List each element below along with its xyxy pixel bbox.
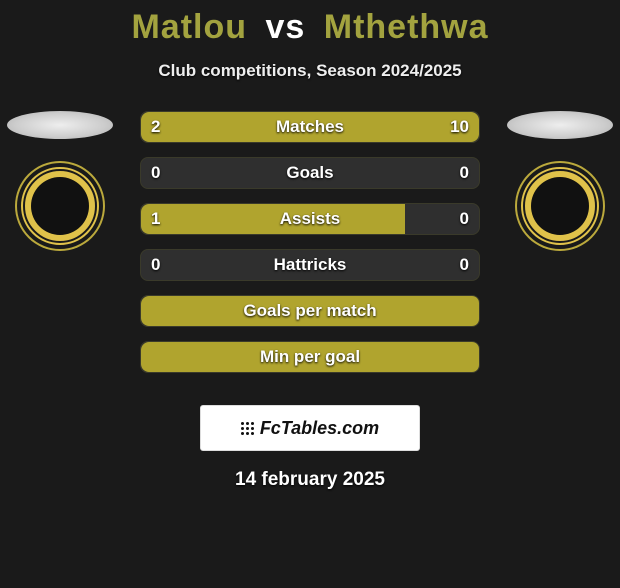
stat-label: Goals <box>141 163 479 183</box>
player1-club-logo <box>17 163 103 249</box>
stat-bar: 00Goals <box>140 157 480 189</box>
stats-stage: 210Matches 00Goals 10Assists 00Hattricks Goa… <box>0 111 620 401</box>
stat-bar: 00Hattricks <box>140 249 480 281</box>
snapshot-date: 14 february 2025 <box>0 469 620 491</box>
brand-badge: FcTables.com <box>200 405 420 451</box>
player2-club-logo <box>517 163 603 249</box>
brand-text: FcTables.com <box>260 418 379 439</box>
player2-badge <box>500 111 620 249</box>
player1-badge <box>0 111 120 249</box>
stat-label: Min per goal <box>141 347 479 367</box>
player2-photo-placeholder <box>507 111 613 139</box>
player1-photo-placeholder <box>7 111 113 139</box>
stat-label: Matches <box>141 117 479 137</box>
comparison-title: Matlou vs Mthethwa <box>0 8 620 47</box>
stat-bar: Min per goal <box>140 341 480 373</box>
stat-label: Hattricks <box>141 255 479 275</box>
stat-bars: 210Matches 00Goals 10Assists 00Hattricks Goa… <box>140 111 480 373</box>
vs-label: vs <box>265 8 305 46</box>
stat-label: Assists <box>141 209 479 229</box>
stat-bar: 10Assists <box>140 203 480 235</box>
stat-bar: Goals per match <box>140 295 480 327</box>
stat-label: Goals per match <box>141 301 479 321</box>
brand-icon <box>241 422 254 435</box>
player2-name: Mthethwa <box>324 8 489 46</box>
player1-name: Matlou <box>131 8 247 46</box>
stat-bar: 210Matches <box>140 111 480 143</box>
subtitle: Club competitions, Season 2024/2025 <box>0 61 620 81</box>
